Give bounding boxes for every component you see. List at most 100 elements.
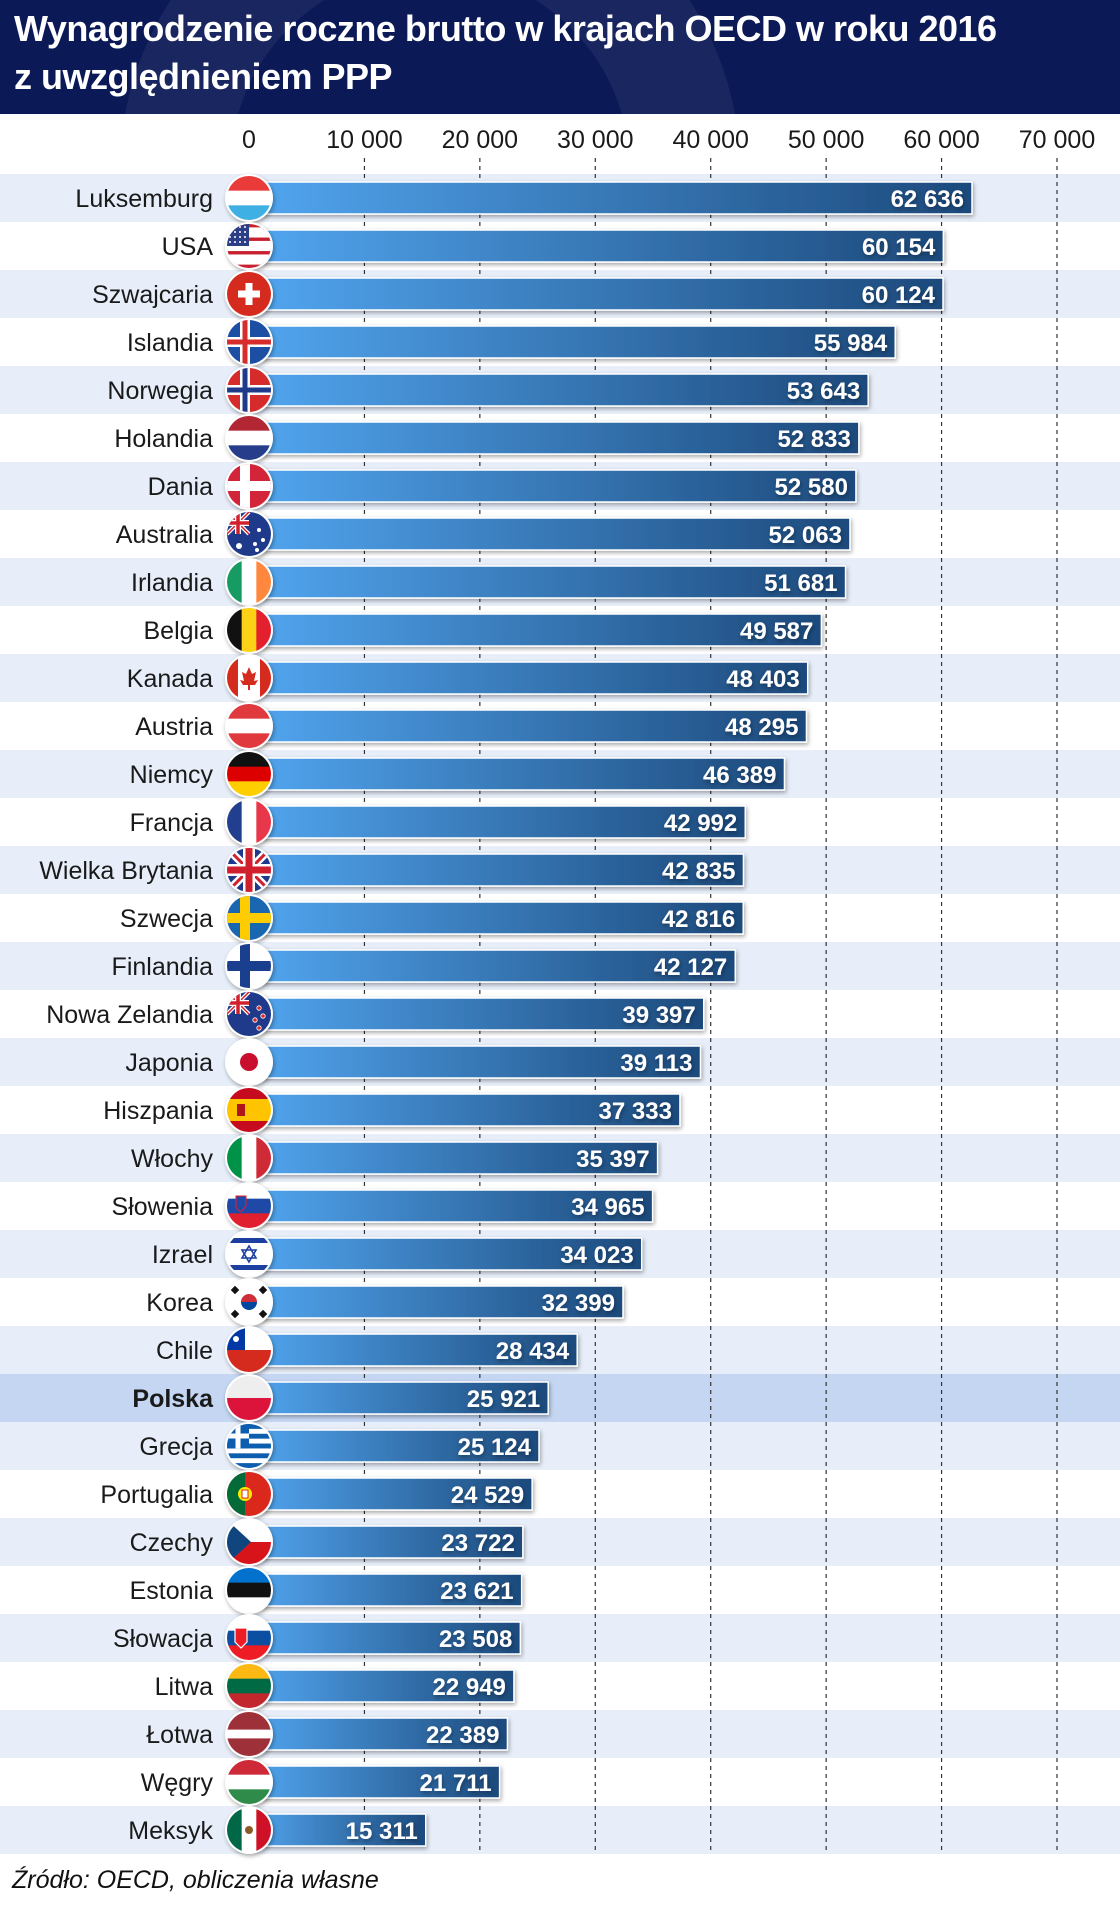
bar xyxy=(248,421,860,455)
flag-lv-icon xyxy=(225,1710,273,1758)
flag-gb-icon xyxy=(225,846,273,894)
country-label: Kanada xyxy=(127,665,213,693)
flag-cl-icon xyxy=(225,1326,273,1374)
country-label: Polska xyxy=(132,1385,214,1413)
x-tick-label: 50 000 xyxy=(788,126,864,154)
flag-nz-icon xyxy=(225,990,273,1038)
bar xyxy=(248,997,705,1031)
bar-row-włochy: 35 397 Włochy xyxy=(131,1134,659,1182)
bar-row-słowenia: 34 965 Słowenia xyxy=(112,1182,654,1230)
bar xyxy=(248,853,745,887)
flag-dk-icon xyxy=(225,462,273,510)
bar xyxy=(248,229,945,263)
flag-be-icon xyxy=(225,606,273,654)
bar-row-meksyk: 15 311 Meksyk xyxy=(128,1806,427,1854)
value-label: 37 333 xyxy=(599,1098,672,1125)
bar-row-chile: 28 434 Chile xyxy=(156,1326,578,1374)
flag-is-icon xyxy=(225,318,273,366)
country-label: Szwecja xyxy=(120,905,213,933)
value-label: 42 816 xyxy=(662,906,735,933)
value-label: 28 434 xyxy=(496,1338,570,1365)
bar xyxy=(248,709,808,743)
value-label: 52 580 xyxy=(775,474,848,501)
country-label: Grecja xyxy=(139,1433,213,1461)
country-label: Portugalia xyxy=(100,1481,213,1509)
country-label: Meksyk xyxy=(128,1817,213,1845)
x-tick-label: 70 000 xyxy=(1019,126,1095,154)
x-tick-label: 60 000 xyxy=(903,126,979,154)
bar-row-szwecja: 42 816 Szwecja xyxy=(120,894,744,942)
bar xyxy=(248,565,847,599)
value-label: 22 949 xyxy=(432,1674,505,1701)
country-label: Islandia xyxy=(127,329,213,357)
source-note: Źródło: OECD, obliczenia własne xyxy=(12,1866,379,1894)
flag-il-icon xyxy=(225,1230,273,1278)
bar-row-czechy: 23 722 Czechy xyxy=(130,1518,524,1566)
bar-row-kanada: 48 403 Kanada xyxy=(127,654,809,702)
bar-row-szwajcaria: 60 124 Szwajcaria xyxy=(92,270,944,318)
flag-at-icon xyxy=(225,702,273,750)
country-label: Irlandia xyxy=(131,569,213,597)
country-label: Słowenia xyxy=(112,1193,214,1221)
x-tick-label: 40 000 xyxy=(672,126,748,154)
x-tick-label: 30 000 xyxy=(557,126,633,154)
x-tick-label: 20 000 xyxy=(442,126,518,154)
value-label: 39 113 xyxy=(620,1050,692,1077)
bar-row-portugalia: 24 529 Portugalia xyxy=(100,1470,533,1518)
bar-row-grecja: 25 124 Grecja xyxy=(139,1422,540,1470)
value-label: 23 508 xyxy=(439,1626,512,1653)
flag-au-icon xyxy=(225,510,273,558)
bar-row-irlandia: 51 681 Irlandia xyxy=(131,558,847,606)
value-label: 15 311 xyxy=(346,1818,418,1845)
bar xyxy=(248,1045,702,1079)
flag-sk-icon xyxy=(225,1614,273,1662)
flag-jp-icon xyxy=(225,1038,273,1086)
bar-row-korea: 32 399 Korea xyxy=(146,1278,624,1326)
bar xyxy=(248,1141,659,1175)
bar-row-francja: 42 992 Francja xyxy=(130,798,747,846)
country-label: Czechy xyxy=(130,1529,214,1557)
flag-hu-icon xyxy=(225,1758,273,1806)
country-label: Szwajcaria xyxy=(92,281,213,309)
row-background xyxy=(0,1422,1120,1470)
country-label: Wielka Brytania xyxy=(39,857,213,885)
flag-lt-icon xyxy=(225,1662,273,1710)
bar-row-węgry: 21 711 Węgry xyxy=(141,1758,501,1806)
flag-ch-icon xyxy=(225,270,273,318)
country-label: Łotwa xyxy=(146,1721,213,1749)
country-label: Japonia xyxy=(125,1049,213,1077)
flag-fi-icon xyxy=(225,942,273,990)
bar-row-hiszpania: 37 333 Hiszpania xyxy=(103,1086,681,1134)
value-label: 39 397 xyxy=(622,1002,695,1029)
value-label: 22 389 xyxy=(426,1722,499,1749)
chart-header: Wynagrodzenie roczne brutto w krajach OE… xyxy=(0,0,1120,114)
chart-title-line-1: Wynagrodzenie roczne brutto w krajach OE… xyxy=(14,8,997,49)
bar-row-belgia: 49 587 Belgia xyxy=(144,606,823,654)
value-label: 23 621 xyxy=(440,1578,513,1605)
flag-it-icon xyxy=(225,1134,273,1182)
country-label: Włochy xyxy=(131,1145,213,1173)
flag-es-icon xyxy=(225,1086,273,1134)
flag-mx-icon xyxy=(225,1806,273,1854)
flag-de-icon xyxy=(225,750,273,798)
value-label: 23 722 xyxy=(441,1530,514,1557)
flag-cz-icon xyxy=(225,1518,273,1566)
value-label: 52 063 xyxy=(769,522,842,549)
bar-row-słowacja: 23 508 Słowacja xyxy=(113,1614,522,1662)
flag-lu-icon xyxy=(225,174,273,222)
value-label: 34 965 xyxy=(571,1194,644,1221)
value-label: 25 921 xyxy=(467,1386,540,1413)
bar xyxy=(248,613,823,647)
country-label: Dania xyxy=(148,473,213,501)
flag-pl-icon xyxy=(225,1374,273,1422)
bar-row-wielka-brytania: 42 835 Wielka Brytania xyxy=(39,846,745,894)
value-label: 60 154 xyxy=(862,234,936,261)
bar xyxy=(248,1285,624,1319)
bar xyxy=(248,325,896,359)
bar-row-finlandia: 42 127 Finlandia xyxy=(112,942,737,990)
bar xyxy=(248,1093,681,1127)
bar xyxy=(248,805,747,839)
value-label: 42 835 xyxy=(662,858,735,885)
country-label: Francja xyxy=(130,809,213,837)
flag-us-icon xyxy=(225,222,273,270)
